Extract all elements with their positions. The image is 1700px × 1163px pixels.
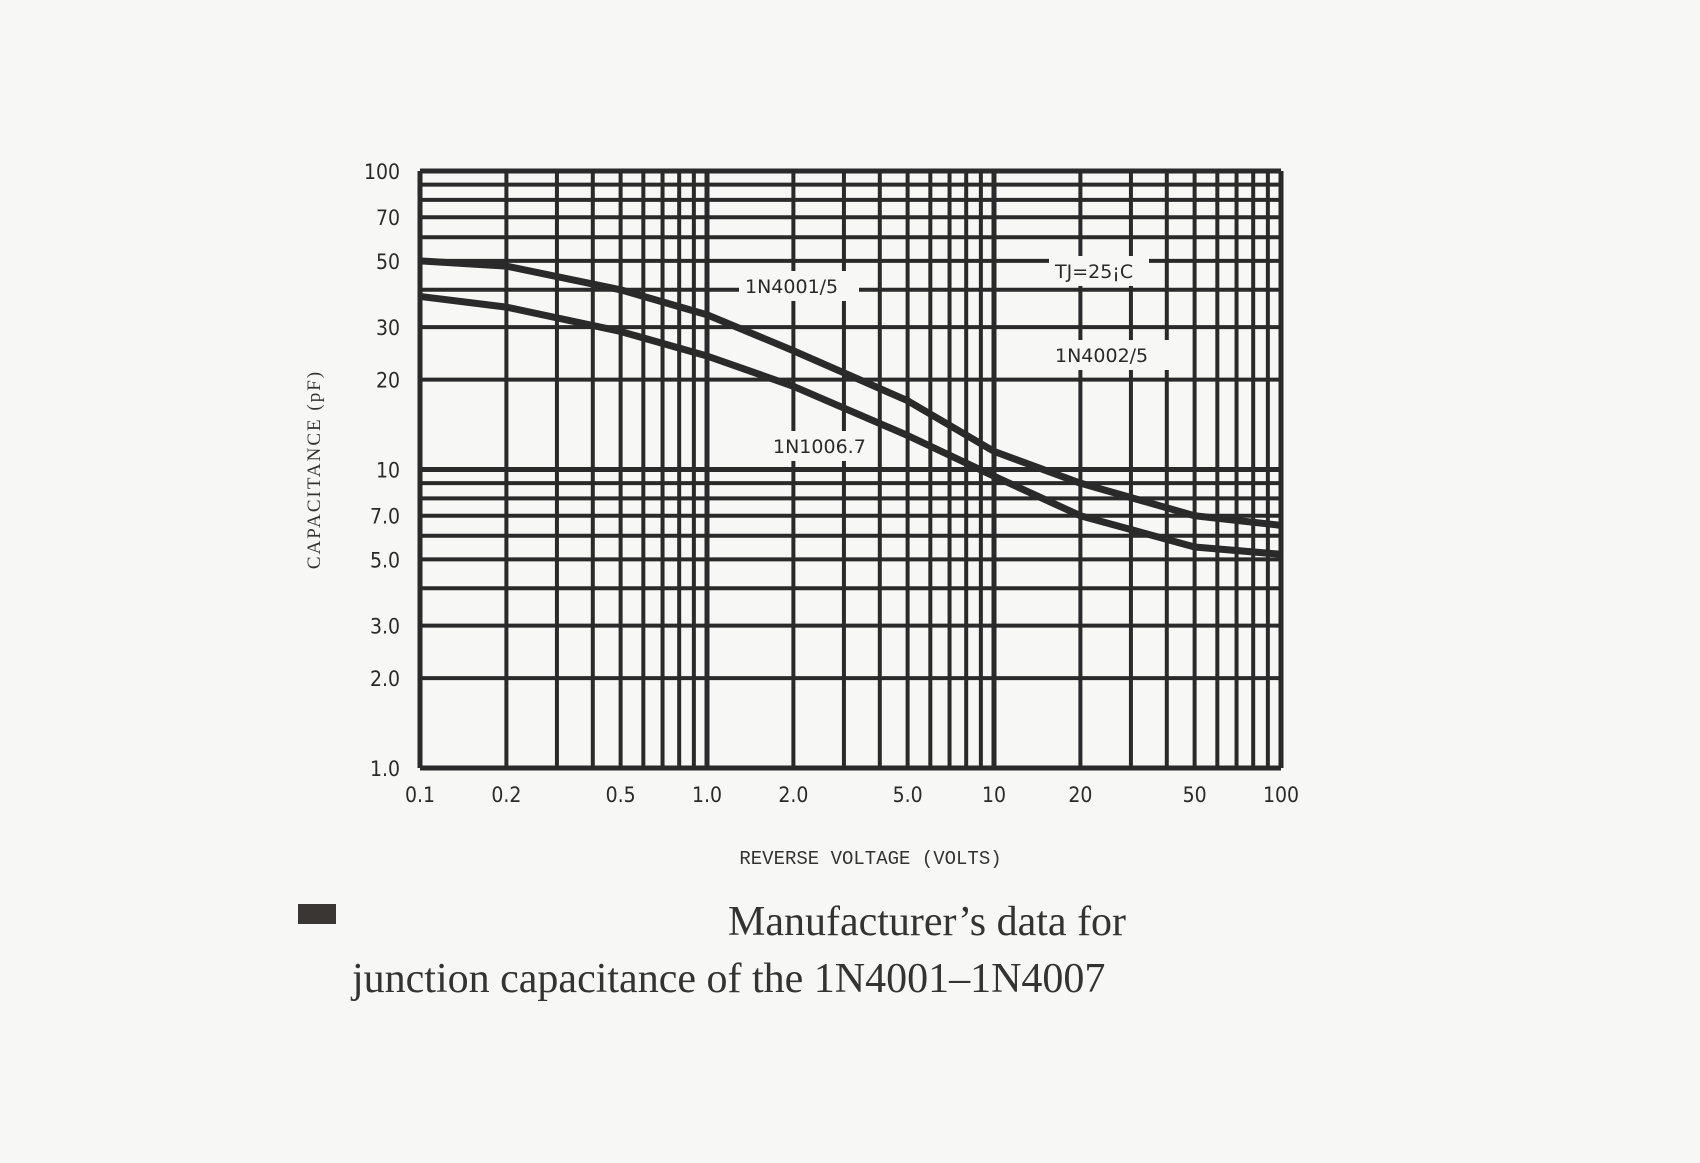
series-line-1 [419, 292, 1282, 558]
x-tick-label: 1.0 [692, 783, 722, 807]
series-line-0 [419, 257, 1282, 529]
x-axis-label: REVERSE VOLTAGE (VOLTS) [739, 848, 1001, 870]
caption-line-2: junction capacitance of the 1N4001–1N400… [352, 956, 1106, 1002]
y-tick-label: 1.0 [370, 757, 400, 781]
caption-bullet [298, 904, 336, 924]
x-tick-label: 0.2 [491, 783, 521, 807]
series-label-1N1006-7: 1N1006.7 [773, 436, 866, 458]
temperature-annotation-bg [1049, 256, 1149, 286]
x-tick-label: 2.0 [778, 783, 808, 807]
x-tick-label: 10 [982, 783, 1006, 807]
x-tick-label: 0.1 [405, 783, 435, 807]
y-tick-label: 2.0 [370, 667, 400, 691]
caption-line-1: Manufacturer’s data for [728, 899, 1127, 945]
y-tick-label: 7.0 [370, 505, 400, 529]
annotation-1N4002-5-bg [1049, 340, 1169, 370]
x-tick-label: 5.0 [893, 783, 923, 807]
y-tick-label: 20 [376, 369, 400, 393]
y-tick-label: 70 [376, 206, 400, 230]
x-tick-label: 20 [1068, 783, 1092, 807]
series-label-1N1006-7-bg [767, 431, 877, 461]
annotation-1N4002-5: 1N4002/5 [1055, 345, 1148, 367]
x-tick-label: 100 [1263, 783, 1299, 807]
y-tick-label: 5.0 [370, 548, 400, 572]
y-tick-label: 50 [376, 250, 400, 274]
temperature-annotation: TJ=25¡C [1054, 261, 1133, 283]
y-tick-label: 30 [376, 316, 400, 340]
x-tick-label: 50 [1183, 783, 1207, 807]
x-tick-label: 0.5 [606, 783, 636, 807]
y-tick-label: 3.0 [370, 615, 400, 639]
series-label-1N4001-5: 1N4001/5 [745, 276, 838, 298]
series-label-1N4001-5-bg [739, 271, 859, 301]
y-tick-label: 10 [376, 459, 400, 483]
y-tick-label: 100 [364, 160, 400, 184]
y-axis-label: CAPACITANCE (pF) [304, 370, 325, 569]
